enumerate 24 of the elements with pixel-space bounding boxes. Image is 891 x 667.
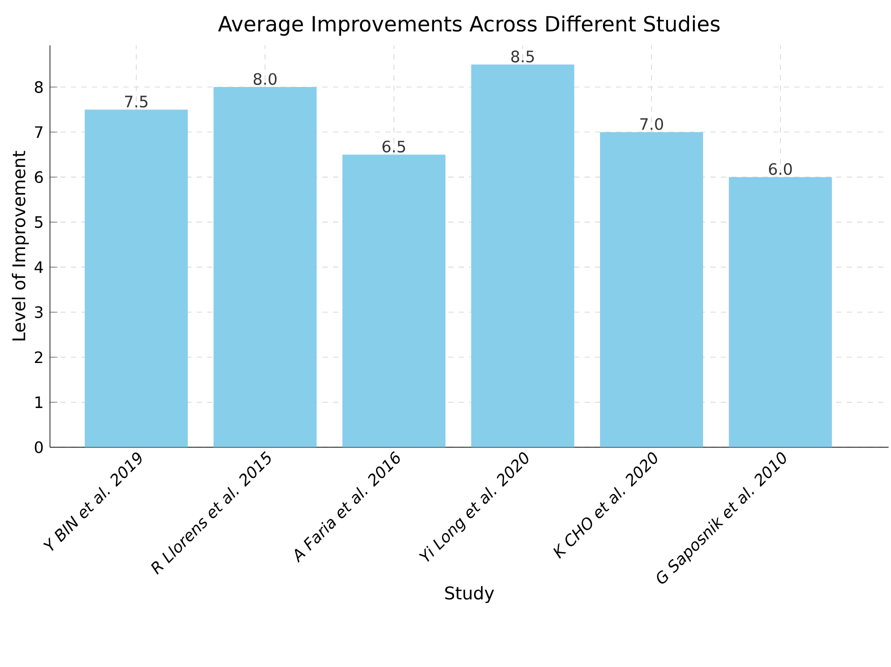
bar <box>728 176 832 448</box>
data-label: 8.0 <box>254 72 277 85</box>
bar <box>600 132 704 448</box>
y-tick-label: 4 <box>34 261 43 273</box>
data-label: 8.5 <box>511 50 534 62</box>
data-label: 7.5 <box>125 96 148 108</box>
bar <box>471 64 574 448</box>
y-tick-label: 8 <box>34 80 43 93</box>
data-label: 6.5 <box>382 140 406 152</box>
data-label: 7.0 <box>640 118 664 130</box>
y-tick-label: 3 <box>34 306 43 318</box>
y-tick-label: 0 <box>34 441 43 453</box>
bar <box>84 109 188 448</box>
y-tick-label: 5 <box>34 216 42 228</box>
x-axis-title: Study <box>445 586 494 603</box>
data-label: 6.0 <box>768 162 792 175</box>
y-axis-title: Level of Improvement <box>12 150 29 340</box>
chart-title: Average Improvements Across Different Studies <box>218 15 720 36</box>
y-tick-label: 7 <box>35 126 42 138</box>
y-tick-label: 2 <box>34 351 42 363</box>
bar <box>214 86 317 448</box>
y-tick-label: 6 <box>34 170 43 183</box>
bar <box>342 154 446 448</box>
y-tick-label: 1 <box>36 396 42 408</box>
